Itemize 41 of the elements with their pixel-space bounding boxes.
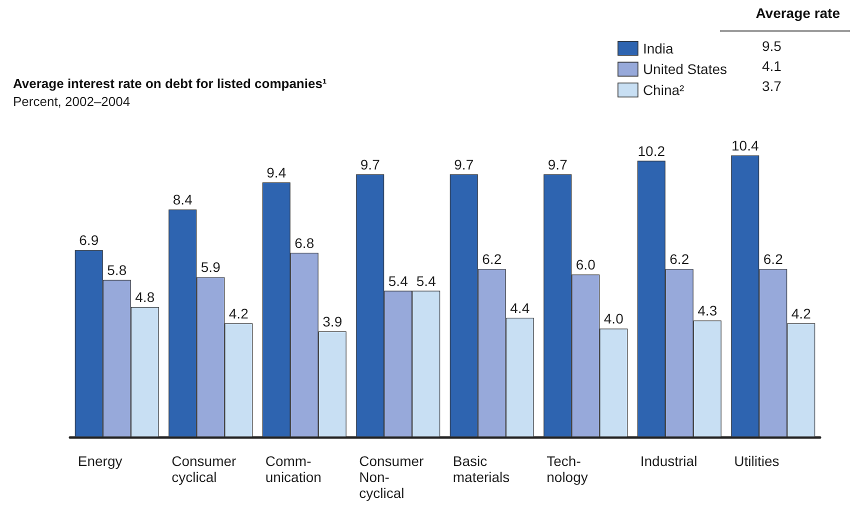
data-label: 4.0: [604, 310, 624, 327]
x-tick-label: Tech- nology: [546, 453, 588, 485]
data-label: 10.4: [732, 137, 759, 154]
data-label: 4.2: [228, 305, 249, 322]
x-tick-label: Basic materials: [452, 453, 510, 485]
text: 4.1: [762, 58, 782, 74]
data-label: 9.7: [360, 156, 380, 172]
x-tick-label: Energy: [78, 453, 122, 469]
chart-title: Average interest rate on debt for listed companies¹: [13, 76, 327, 91]
legend-label: United States: [642, 61, 728, 78]
data-label: 3.9: [322, 313, 342, 330]
data-label: 4.4: [510, 300, 530, 316]
x-tick-label: Industrial: [640, 453, 698, 469]
chart-subtitle: Percent, 2002–2004: [13, 94, 130, 109]
legend-label: India: [642, 40, 674, 56]
data-label: 4.3: [698, 302, 718, 319]
data-label: 9.7: [454, 156, 474, 172]
data-label: 5.8: [107, 262, 127, 278]
legend-title: Average rate: [756, 5, 840, 21]
data-label: 10.2: [638, 142, 666, 159]
data-label: 6.0: [576, 256, 596, 272]
text: 9.5: [762, 38, 782, 54]
data-label: 5.4: [416, 272, 436, 289]
x-tick-label: Comm- unication: [265, 453, 322, 485]
data-label: 6.2: [763, 251, 784, 268]
text: 3.7: [762, 78, 782, 94]
data-label: 5.4: [388, 272, 408, 289]
data-label: 8.4: [172, 192, 193, 208]
data-label: 4.8: [135, 289, 155, 305]
x-tick-label: Consumer cyclical: [172, 453, 237, 485]
data-label: 6.8: [294, 234, 314, 251]
x-tick-label: Consumer Non- cyclical: [359, 453, 424, 501]
x-tick-label: Utilities: [734, 453, 780, 469]
legend-label: China²: [642, 82, 685, 98]
data-label: 4.2: [791, 305, 812, 322]
data-label: 5.9: [200, 259, 221, 276]
data-label: 6.2: [670, 251, 690, 268]
data-label: 9.4: [266, 164, 286, 180]
data-label: 9.7: [548, 156, 568, 172]
data-label: 6.9: [79, 232, 99, 248]
data-label: 6.2: [482, 251, 502, 268]
